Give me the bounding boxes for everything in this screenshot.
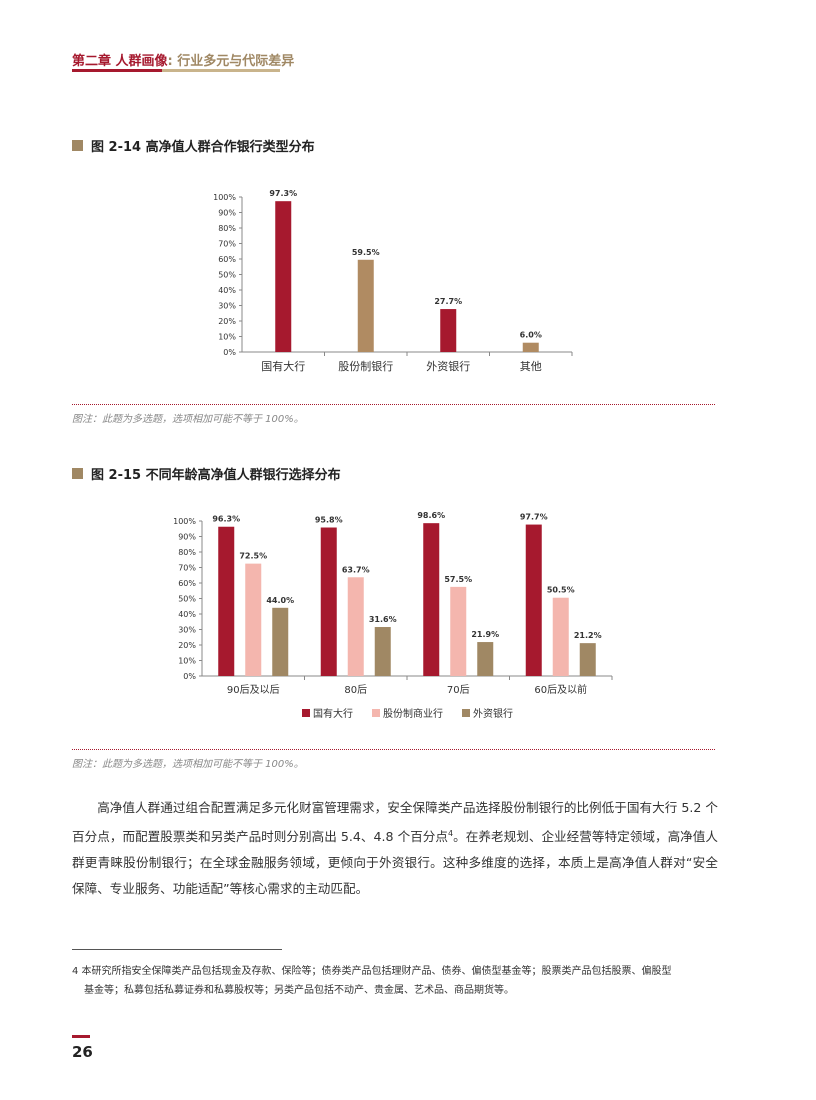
figure-2-title: 图 2-15 不同年龄高净值人群银行选择分布 [72, 464, 341, 483]
legend-swatch [462, 709, 470, 717]
bar [347, 577, 364, 676]
legend-label: 股份制商业行 [383, 707, 443, 720]
bar [423, 523, 440, 676]
legend-swatch [372, 709, 380, 717]
y-tick-label: 100% [213, 193, 236, 202]
y-tick-label: 90% [218, 209, 236, 218]
y-tick-label: 40% [178, 610, 196, 619]
body-text-a: 高净值人群通过组合配置满足多元化财富管理需求，安全保障类产品选择股份制银行的比例… [72, 800, 718, 845]
footnote-rule [72, 949, 282, 950]
bar-value-label: 63.7% [342, 565, 370, 574]
y-tick-label: 50% [178, 595, 196, 604]
figure-2-divider [72, 749, 715, 750]
bar-value-label: 21.9% [471, 630, 499, 639]
bar [272, 607, 289, 676]
bar-value-label: 59.5% [352, 248, 380, 257]
bar [525, 524, 542, 676]
y-tick-label: 30% [218, 302, 236, 311]
legend-label: 国有大行 [313, 707, 353, 720]
bar-value-label: 96.3% [212, 515, 240, 524]
page-number-bar [72, 1035, 90, 1038]
header-rule-gold [162, 69, 280, 72]
y-tick-label: 0% [223, 348, 236, 357]
figure-1-title: 图 2-14 高净值人群合作银行类型分布 [72, 136, 315, 155]
figure-2-note: 图注：此题为多选题，选项相加可能不等于 100%。 [72, 759, 304, 770]
bar [440, 309, 457, 352]
bar [450, 586, 467, 676]
y-tick-label: 80% [178, 548, 196, 557]
bar [275, 201, 292, 352]
bar [245, 563, 262, 676]
legend-swatch [302, 709, 310, 717]
chapter-subtitle: : 行业多元与代际差异 [167, 54, 295, 69]
bar-value-label: 50.5% [547, 586, 575, 595]
y-tick-label: 80% [218, 224, 236, 233]
body-paragraph: 高净值人群通过组合配置满足多元化财富管理需求，安全保障类产品选择股份制银行的比例… [72, 795, 718, 902]
bar [374, 627, 391, 676]
y-tick-label: 40% [218, 286, 236, 295]
footnote-ref[interactable]: 4 [448, 829, 454, 838]
figure-1-title-text: 图 2-14 高净值人群合作银行类型分布 [91, 140, 315, 155]
y-tick-label: 20% [218, 317, 236, 326]
title-square-icon [72, 140, 83, 151]
x-tick-label: 股份制银行 [338, 359, 393, 373]
x-tick-label: 70后 [447, 684, 470, 696]
x-tick-label: 80后 [344, 684, 367, 696]
bar-value-label: 72.5% [239, 552, 267, 561]
running-header: 第二章 人群画像: 行业多元与代际差异 [72, 50, 294, 69]
bar-value-label: 98.6% [417, 511, 445, 520]
y-tick-label: 0% [183, 672, 196, 681]
chart-bank-type: 0% 10% 20% 30% 40% 50% 60% 70% 80% 90% 100% 97.3% 国有… [213, 189, 573, 373]
x-tick-label: 90后及以后 [227, 684, 280, 696]
y-tick-label: 10% [218, 333, 236, 342]
y-tick-label: 20% [178, 641, 196, 650]
bar [552, 597, 569, 676]
figure-1-note: 图注：此题为多选题，选项相加可能不等于 100%。 [72, 414, 304, 425]
chapter-title: 第二章 人群画像 [72, 54, 168, 69]
bar-value-label: 31.6% [369, 615, 397, 624]
footnote: 4 本研究所指安全保障类产品包括现金及存款、保险等；债券类产品包括理财产品、债券… [72, 962, 722, 1000]
bar [357, 259, 374, 352]
bar-value-label: 97.7% [520, 513, 548, 522]
legend-label: 外资银行 [473, 707, 513, 720]
y-tick-label: 90% [178, 533, 196, 542]
bar-value-label: 27.7% [434, 297, 462, 306]
y-tick-label: 70% [178, 564, 196, 573]
x-tick-label: 60后及以前 [534, 683, 587, 696]
y-tick-label: 60% [218, 255, 236, 264]
header-rule-red [72, 69, 162, 72]
bar-value-label: 21.2% [574, 631, 602, 640]
bar-value-label: 95.8% [315, 516, 343, 525]
body-text-b: 。在养老规划、企业经营等特定领域，高净值人群更青睐股份制银行；在全球金融服务领域… [72, 829, 718, 897]
footnote-line-2: 基金等；私募包括私募证券和私募股权等；另类产品包括不动产、贵金属、艺术品、商品期… [84, 985, 514, 996]
x-tick-label: 其他 [520, 360, 542, 373]
y-tick-label: 100% [173, 517, 196, 526]
bar [579, 643, 596, 676]
x-tick-label: 外资银行 [426, 359, 470, 373]
bar-value-label: 6.0% [520, 331, 542, 340]
footnote-line-1: 4 本研究所指安全保障类产品包括现金及存款、保险等；债券类产品包括理财产品、债券… [72, 966, 672, 977]
bar [218, 526, 235, 676]
y-tick-label: 70% [218, 240, 236, 249]
bar-value-label: 57.5% [444, 575, 472, 584]
figure-2-title-text: 图 2-15 不同年龄高净值人群银行选择分布 [91, 468, 341, 483]
chart-bank-by-age: 0% 10% 20% 30% 40% 50% 60% 70% 80% 90% 100% 96.3% 72… [173, 511, 613, 720]
bar-value-label: 97.3% [269, 189, 297, 198]
y-tick-label: 10% [178, 657, 196, 666]
page-number: 26 [72, 1043, 93, 1061]
x-tick-label: 国有大行 [261, 359, 305, 373]
title-square-icon [72, 468, 83, 479]
bar-value-label: 44.0% [266, 596, 294, 605]
bar [320, 527, 337, 676]
y-tick-label: 50% [218, 271, 236, 280]
bar [522, 342, 539, 352]
bar [477, 642, 494, 676]
y-tick-label: 30% [178, 626, 196, 635]
figure-1-divider [72, 404, 715, 405]
y-tick-label: 60% [178, 579, 196, 588]
